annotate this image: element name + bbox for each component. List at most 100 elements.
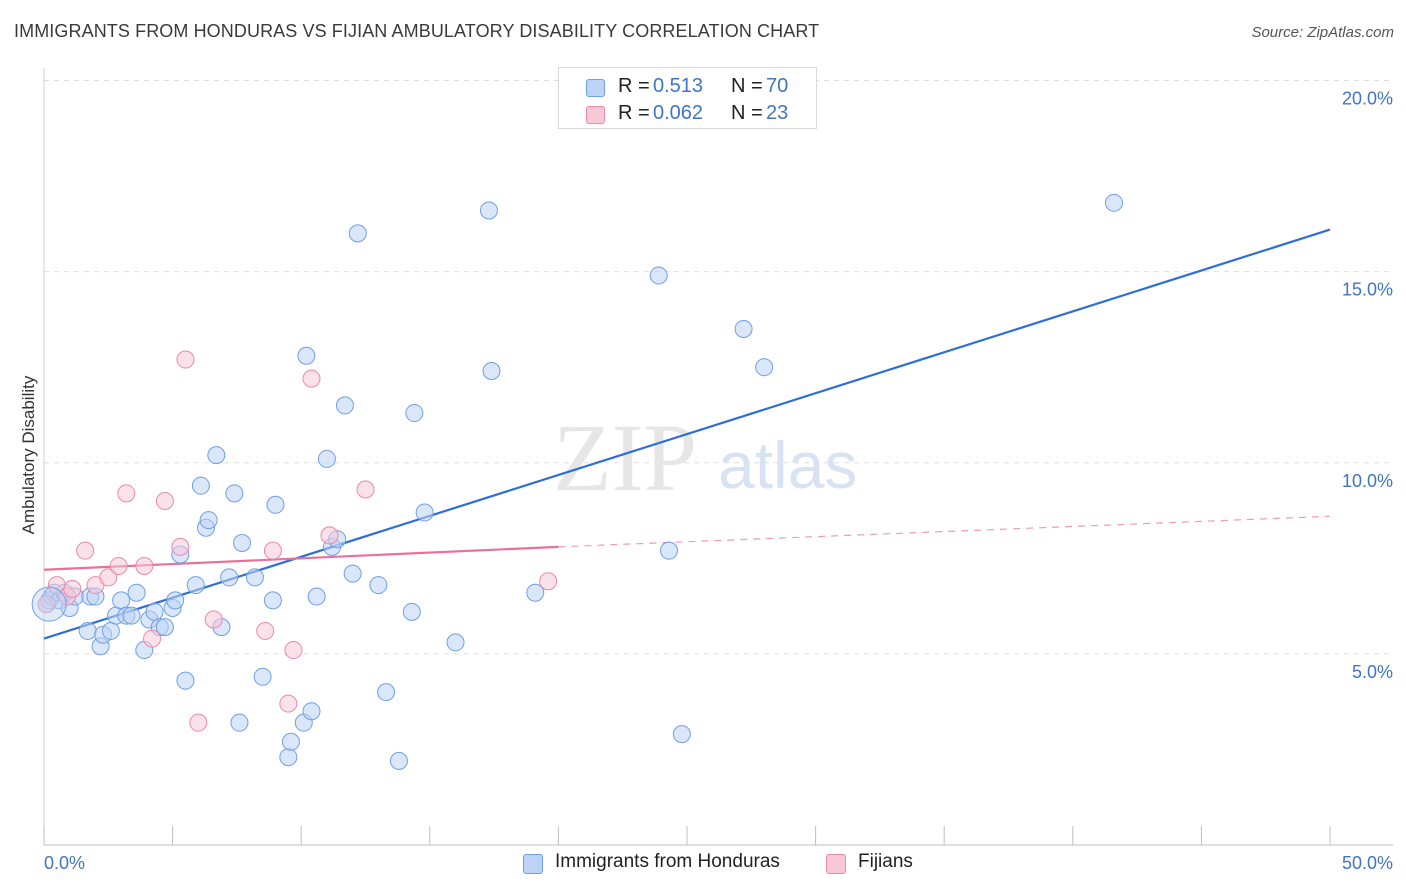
honduras-swatch [586, 79, 605, 97]
honduras-point [734, 319, 753, 338]
honduras-point [266, 495, 285, 514]
honduras-point [348, 224, 367, 243]
honduras-point [446, 633, 465, 652]
honduras-point [297, 346, 316, 365]
honduras-point [1104, 193, 1123, 212]
honduras-point [220, 568, 239, 587]
honduras-point [176, 671, 195, 690]
honduras-point [302, 702, 321, 721]
legend-r-value: 0.062 [653, 102, 704, 124]
fijians-point [320, 526, 339, 545]
fijians-trend-line [43, 545, 559, 571]
data-points [31, 193, 1123, 770]
honduras-point [122, 606, 141, 625]
honduras-point [225, 484, 244, 503]
fijians-point [256, 621, 275, 640]
honduras-point [281, 732, 300, 751]
axes [43, 68, 1393, 846]
fijians-point [176, 350, 195, 369]
honduras-point [307, 587, 326, 606]
honduras-point [279, 748, 298, 767]
honduras-legend-label: Immigrants from Honduras [555, 851, 780, 872]
y-tick-label: 5.0% [1352, 662, 1393, 682]
honduras-point [253, 667, 272, 686]
honduras-point [207, 446, 226, 465]
honduras-point [191, 476, 210, 495]
fijians-point [284, 641, 303, 660]
x-tick-labels: 0.0% 50.0% [44, 853, 1393, 873]
source-label: Source: ZipAtlas.com [1251, 24, 1394, 41]
x-tick-label: 0.0% [44, 853, 85, 873]
x-tick-label: 50.0% [1342, 853, 1393, 873]
fijians-point [539, 572, 558, 591]
fijians-swatch [586, 106, 605, 124]
legend-n-label: N = [731, 102, 763, 124]
fijians-point [263, 541, 282, 560]
fijians-point [135, 556, 154, 575]
honduras-point [230, 713, 249, 732]
honduras-point [659, 541, 678, 560]
honduras-point [672, 725, 691, 744]
honduras-point [343, 564, 362, 583]
fijians-point [63, 579, 82, 598]
honduras-point [389, 751, 408, 770]
honduras-point [233, 534, 252, 553]
legend-r-value: 0.513 [653, 75, 704, 97]
honduras-point [649, 266, 668, 285]
fijians-point [76, 541, 95, 560]
honduras-point [526, 583, 545, 602]
honduras-point [402, 602, 421, 621]
fijians-point [109, 556, 128, 575]
gridlines [44, 80, 1393, 655]
honduras-point [101, 621, 120, 640]
legend-r-label: R = [618, 102, 650, 124]
honduras-point [415, 503, 434, 522]
watermark-atlas: atlas [718, 428, 857, 502]
fijians-point [171, 537, 190, 556]
honduras-point [78, 621, 97, 640]
fijians-point [143, 629, 162, 648]
fijians-point [37, 595, 56, 614]
honduras-point [145, 602, 164, 621]
legend-n-label: N = [731, 75, 763, 97]
honduras-legend-swatch [523, 854, 543, 874]
legend-n-value: 70 [766, 75, 789, 97]
honduras-point [166, 591, 185, 610]
honduras-cluster-point [31, 586, 67, 622]
y-tick-labels: 5.0% 10.0% 15.0% 20.0% [1342, 89, 1393, 682]
honduras-point [199, 511, 218, 530]
fijians-point [155, 491, 174, 510]
watermark-zip: ZIP [553, 404, 697, 511]
honduras-point [245, 568, 264, 587]
honduras-point [112, 591, 131, 610]
fijians-point [99, 568, 118, 587]
honduras-point [405, 404, 424, 423]
y-tick-label: 15.0% [1342, 280, 1393, 300]
fijians-point [279, 694, 298, 713]
honduras-point [335, 396, 354, 415]
honduras-point [479, 201, 498, 220]
legend-n-value: 23 [766, 102, 789, 124]
y-tick-label: 20.0% [1342, 89, 1393, 109]
fijians-point [189, 713, 208, 732]
honduras-point [377, 683, 396, 702]
watermark: ZIP atlas [553, 404, 857, 511]
fijians-trend-extension [558, 515, 1331, 548]
fijians-point [356, 480, 375, 499]
honduras-point [186, 576, 205, 595]
fijians-point [302, 369, 321, 388]
stats-legend: R = 0.513 N = 70 R = 0.062 N = 23 [558, 67, 817, 129]
fijians-legend-swatch [826, 854, 846, 874]
honduras-point [482, 362, 501, 381]
honduras-point [317, 449, 336, 468]
honduras-point [127, 583, 146, 602]
fijians-point [117, 484, 136, 503]
honduras-point [155, 618, 174, 637]
chart-title: IMMIGRANTS FROM HONDURAS VS FIJIAN AMBUL… [14, 21, 820, 41]
y-tick-label: 10.0% [1342, 471, 1393, 491]
fijians-legend-label: Fijians [858, 851, 913, 872]
honduras-point [263, 591, 282, 610]
honduras-point [755, 358, 774, 377]
fijians-point [204, 610, 223, 629]
